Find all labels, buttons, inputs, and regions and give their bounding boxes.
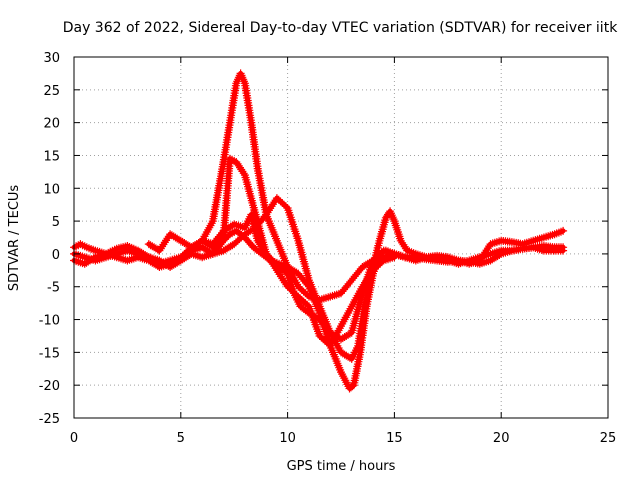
x-tick-label: 0 — [70, 431, 78, 446]
x-tick-label: 25 — [600, 431, 617, 446]
axis-ticks: 0 5 10 15 20 25 -25 -20 -15 -10 -5 0 5 10 15 20 25 30 — [39, 51, 617, 446]
x-tick-label: 15 — [386, 431, 403, 446]
y-tick-label: 25 — [43, 84, 60, 99]
series-track-1 — [70, 69, 568, 304]
y-tick-label: 30 — [43, 51, 60, 66]
y-tick-label: 20 — [43, 117, 60, 132]
y-tick-label: -15 — [39, 346, 60, 361]
y-tick-label: -5 — [47, 281, 60, 296]
series-markers — [70, 69, 568, 304]
series-line — [71, 70, 566, 303]
series-track-5 — [198, 210, 399, 350]
data-series — [70, 69, 568, 393]
y-tick-label: 5 — [52, 215, 60, 230]
y-tick-label: 15 — [43, 149, 60, 164]
x-tick-label: 5 — [177, 431, 185, 446]
x-tick-label: 10 — [279, 431, 296, 446]
chart-title: Day 362 of 2022, Sidereal Day-to-day VTE… — [63, 20, 618, 36]
grid — [74, 57, 608, 418]
plot-frame — [73, 56, 609, 419]
y-tick-label: 10 — [43, 182, 60, 197]
x-axis-label: GPS time / hours — [287, 459, 396, 474]
series-markers — [198, 210, 399, 350]
x-tick-label: 20 — [493, 431, 510, 446]
y-tick-label: -20 — [39, 379, 60, 394]
y-axis-label: SDTVAR / TECUs — [7, 185, 22, 292]
y-tick-label: -25 — [39, 412, 60, 427]
y-tick-label: -10 — [39, 314, 60, 329]
y-tick-label: 0 — [52, 248, 60, 263]
